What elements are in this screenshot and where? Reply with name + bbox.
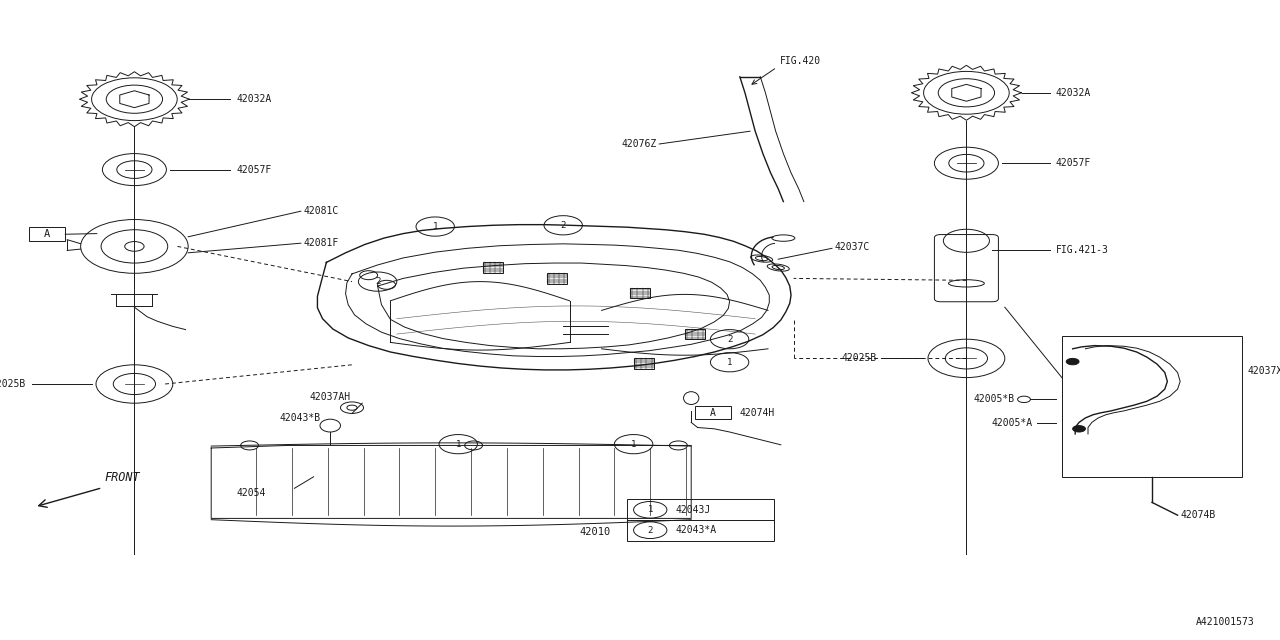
Text: 42032A: 42032A xyxy=(1056,88,1092,98)
Text: 42074B: 42074B xyxy=(1180,510,1216,520)
Text: 42043J: 42043J xyxy=(676,505,712,515)
Bar xyxy=(1062,336,1242,477)
Text: FIG.421-3: FIG.421-3 xyxy=(1056,245,1108,255)
Text: 42025B: 42025B xyxy=(0,379,26,389)
Text: 42037X: 42037X xyxy=(1248,366,1280,376)
Text: 1: 1 xyxy=(631,440,636,449)
Circle shape xyxy=(1073,426,1085,432)
Text: 1: 1 xyxy=(727,358,732,367)
Text: 2: 2 xyxy=(375,277,380,286)
Text: 42054: 42054 xyxy=(237,488,266,498)
Text: FRONT: FRONT xyxy=(105,471,141,484)
Text: 42005*B: 42005*B xyxy=(974,394,1015,404)
Text: 42010: 42010 xyxy=(580,527,611,538)
Text: A421001573: A421001573 xyxy=(1196,617,1254,627)
FancyBboxPatch shape xyxy=(934,235,998,301)
Circle shape xyxy=(1066,358,1079,365)
Text: 42057F: 42057F xyxy=(1056,158,1092,168)
Text: 42032A: 42032A xyxy=(237,94,273,104)
Bar xyxy=(29,227,65,241)
Bar xyxy=(547,273,567,284)
Text: 42081F: 42081F xyxy=(303,238,339,248)
Text: A: A xyxy=(710,408,716,418)
Text: 1: 1 xyxy=(648,506,653,515)
Text: 42043*B: 42043*B xyxy=(279,413,320,423)
Text: 42025B: 42025B xyxy=(841,353,877,364)
Text: 42076Z: 42076Z xyxy=(621,139,657,149)
Text: 42043*A: 42043*A xyxy=(676,525,717,535)
Bar xyxy=(634,358,654,369)
Text: 42081C: 42081C xyxy=(303,206,339,216)
Text: 2: 2 xyxy=(727,335,732,344)
Text: 42037C: 42037C xyxy=(835,242,870,252)
Text: 42074H: 42074H xyxy=(740,408,776,418)
Text: 2: 2 xyxy=(561,221,566,230)
Text: 42057F: 42057F xyxy=(237,164,273,175)
Bar xyxy=(695,406,731,419)
Text: FIG.420: FIG.420 xyxy=(780,56,820,66)
Bar xyxy=(630,288,650,298)
Text: A: A xyxy=(45,229,50,239)
Text: 42037AH: 42037AH xyxy=(310,392,351,402)
Bar xyxy=(627,499,774,541)
Text: 42005*A: 42005*A xyxy=(992,419,1033,428)
Text: 2: 2 xyxy=(648,525,653,534)
Bar xyxy=(685,329,705,339)
Text: 1: 1 xyxy=(456,440,461,449)
Bar xyxy=(483,262,503,273)
Text: 1: 1 xyxy=(433,222,438,231)
